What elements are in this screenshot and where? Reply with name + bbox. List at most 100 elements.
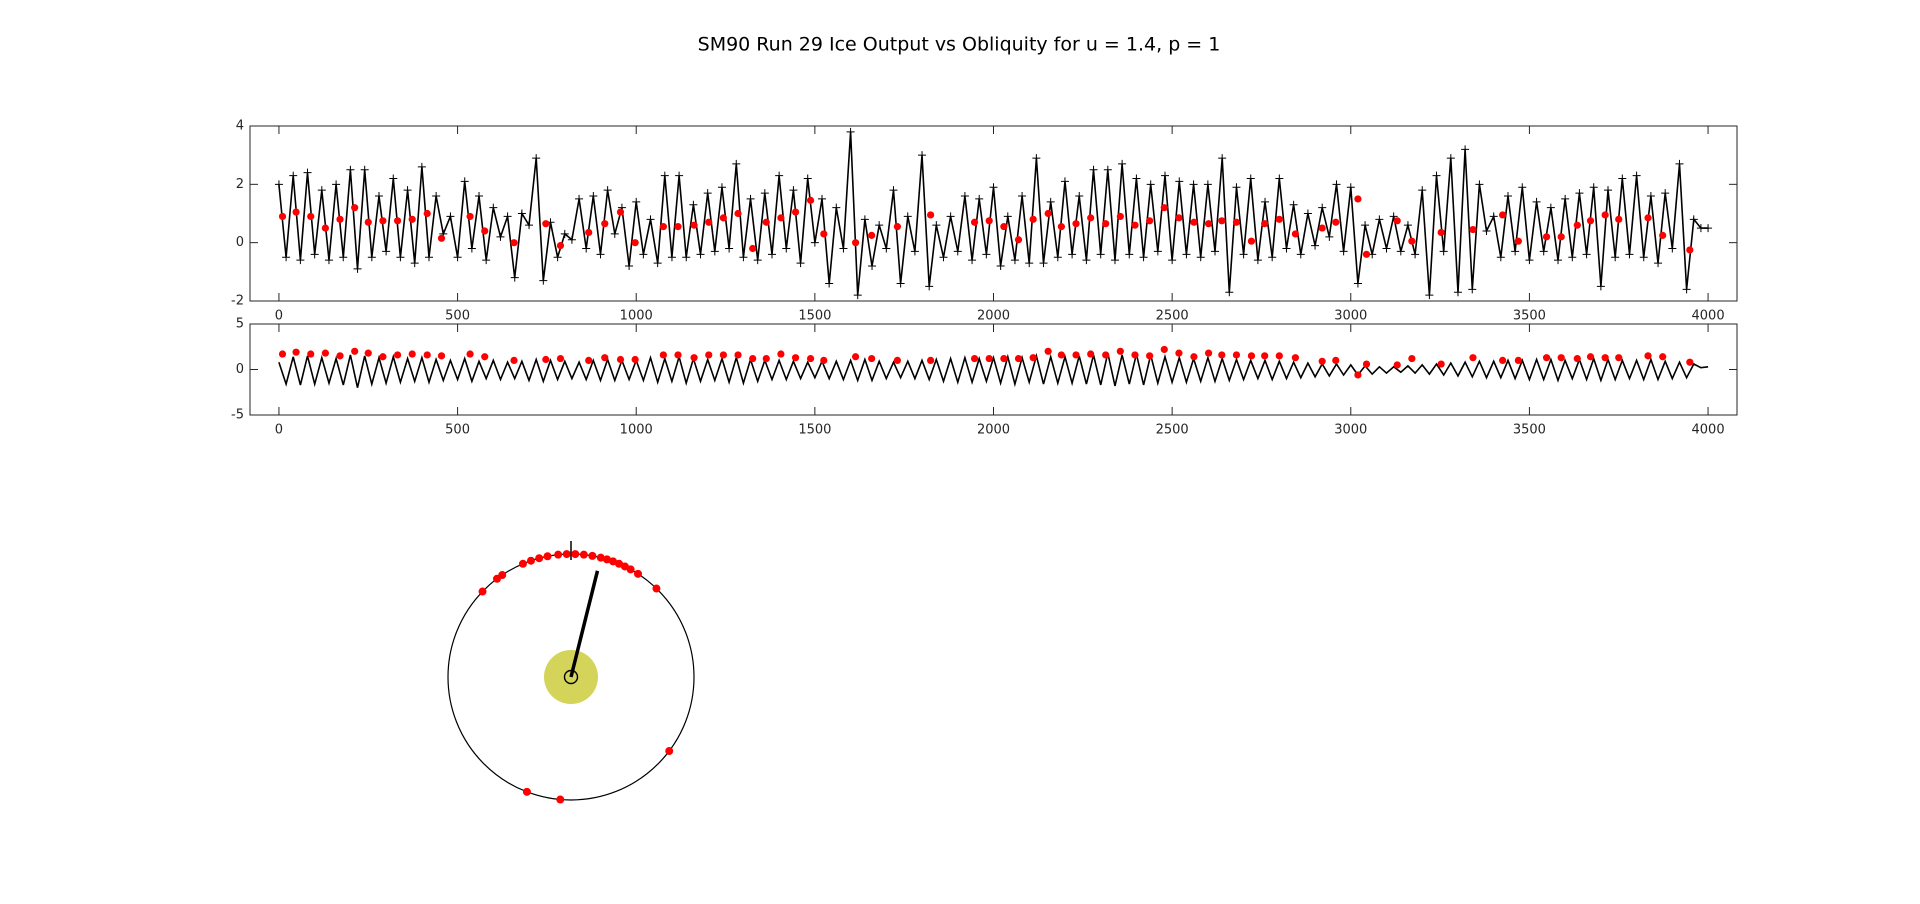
plus-marker	[560, 229, 569, 238]
dot-marker	[1408, 237, 1416, 245]
plus-marker	[1704, 224, 1713, 233]
dot-marker	[408, 215, 416, 223]
plus-marker	[1018, 192, 1027, 200]
x-tick-label: 3500	[1513, 423, 1546, 438]
dot-marker	[423, 209, 431, 218]
plus-marker	[846, 127, 855, 136]
plus-marker	[960, 192, 969, 200]
dot-marker	[1514, 356, 1522, 364]
dot-marker	[408, 350, 416, 358]
plus-marker	[1403, 221, 1412, 230]
dot-marker	[1615, 354, 1623, 362]
dial-dot	[665, 747, 674, 756]
plus-marker	[1596, 282, 1605, 291]
dial-dot	[535, 554, 544, 563]
dot-marker	[393, 351, 402, 359]
plus-marker	[303, 168, 312, 177]
dot-marker	[762, 354, 770, 363]
plus-marker	[1103, 165, 1112, 174]
dot-marker	[1393, 217, 1401, 225]
dot-marker	[970, 218, 979, 226]
dot-marker	[1408, 354, 1416, 363]
plus-marker	[1318, 203, 1327, 212]
plus-marker	[1511, 247, 1520, 256]
dot-marker	[1175, 349, 1183, 357]
dial-dot	[571, 550, 580, 559]
x-tick-label: 3000	[1334, 309, 1367, 324]
plus-marker	[760, 189, 769, 198]
dial-dot	[554, 550, 563, 559]
dot-marker	[1332, 218, 1340, 226]
plus-marker	[982, 250, 991, 259]
plus-marker	[646, 215, 655, 224]
plus-marker	[660, 171, 669, 180]
dial-dot	[518, 559, 527, 568]
plus-marker	[1211, 247, 1220, 256]
dial-dot	[596, 553, 605, 562]
plus-marker	[796, 259, 805, 268]
plus-marker	[1589, 183, 1598, 192]
dot-marker	[1102, 351, 1110, 359]
dot-marker	[1175, 214, 1183, 222]
y-tick-label: -5	[231, 408, 244, 423]
x-tick-label: 500	[445, 309, 470, 324]
plus-marker	[1525, 256, 1534, 265]
dot-marker	[674, 351, 682, 359]
plus-marker	[1482, 227, 1491, 235]
dot-marker	[1644, 352, 1652, 360]
dial-dot	[588, 551, 597, 560]
dot-marker	[1573, 354, 1581, 363]
dot-marker	[868, 231, 876, 239]
plus-marker	[374, 192, 383, 200]
dot-marker	[1218, 217, 1226, 225]
plus-marker	[1332, 180, 1341, 189]
plus-marker	[1453, 288, 1462, 297]
dot-marker	[364, 349, 372, 357]
x-tick-label: 1500	[798, 309, 831, 324]
plus-marker	[496, 232, 505, 241]
dot-marker	[481, 353, 489, 361]
plus-marker	[1039, 259, 1048, 268]
plus-marker	[989, 183, 998, 192]
dot-marker	[1542, 354, 1551, 362]
dot-marker	[278, 350, 287, 358]
x-tick-label: 2500	[1156, 309, 1189, 324]
dot-marker	[437, 352, 446, 360]
x-tick-label: 2000	[977, 309, 1010, 324]
plus-marker	[603, 186, 612, 195]
dot-marker	[659, 223, 667, 231]
plus-marker	[410, 259, 419, 268]
dot-marker	[616, 355, 625, 364]
dot-marker	[1131, 351, 1139, 359]
dot-marker	[1586, 353, 1595, 361]
plus-marker	[946, 212, 955, 221]
plus-marker	[1353, 279, 1362, 288]
plus-marker	[775, 171, 784, 180]
series-line	[278, 352, 1709, 388]
plus-marker	[832, 203, 841, 212]
plus-marker	[689, 200, 698, 209]
dot-marker	[1029, 215, 1037, 223]
plus-marker	[853, 291, 862, 300]
plus-marker	[282, 253, 291, 262]
dot-marker	[1057, 223, 1065, 231]
plus-marker	[1060, 177, 1069, 186]
dot-marker	[393, 217, 402, 225]
plus-marker	[1246, 174, 1255, 183]
dot-marker	[1102, 220, 1110, 228]
plus-marker	[1196, 253, 1205, 262]
dial-dot	[562, 550, 571, 559]
plus-marker	[1461, 145, 1470, 154]
x-tick-label: 2500	[1156, 423, 1189, 438]
dot-marker	[601, 354, 609, 362]
dot-marker	[1232, 351, 1241, 359]
plus-marker	[289, 171, 298, 180]
dot-marker	[690, 354, 698, 362]
plus-marker	[360, 165, 369, 174]
dot-marker	[1354, 195, 1362, 203]
plus-marker	[789, 186, 798, 195]
x-tick-label: 3500	[1513, 309, 1546, 324]
plus-marker	[753, 256, 762, 265]
dot-marker	[510, 239, 518, 247]
dot-marker	[1087, 214, 1095, 222]
